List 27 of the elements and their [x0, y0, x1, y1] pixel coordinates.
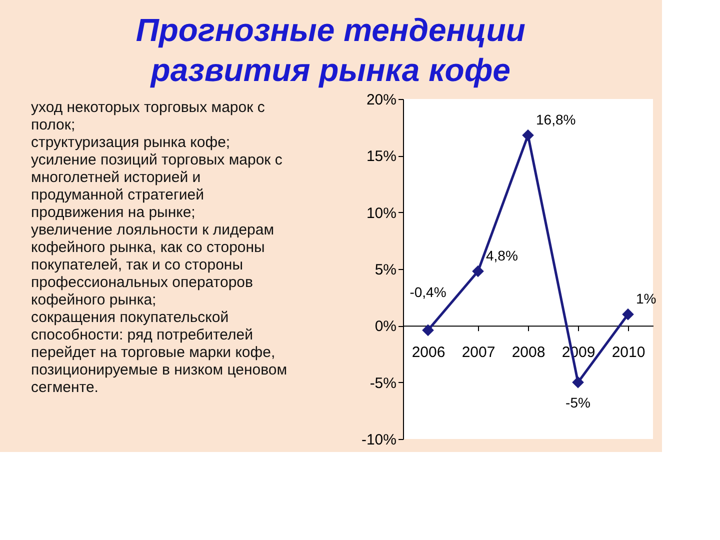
chart-title: Прогнозные тенденции развития рынка кофе — [136, 12, 526, 88]
y-tick-label: -5% — [370, 374, 396, 392]
x-tick-label: 2010 — [612, 344, 646, 362]
data-label: 1% — [636, 290, 656, 306]
data-label: -0,4% — [410, 284, 446, 300]
y-tick-label: 0% — [374, 318, 396, 336]
y-tick-label: 5% — [374, 262, 396, 278]
text: уход некоторых торговых марок с полок; — [31, 99, 266, 134]
text: сокращения покупательской способности: ряд потребителей перейдет на торговые марки кофе, позиционируемые в низком ценовом сегменте. — [31, 309, 288, 396]
text: структуризация рынка кофе; — [31, 134, 230, 151]
data-label: 16,8% — [536, 111, 576, 128]
text: увеличение лояльности к лидерам кофейного рынка, как со стороны покупателей, так и со стороны профессиональных операторов кофейного рынка; — [31, 222, 274, 308]
text: усиление позиций торговых марок с многолетней историей и продуманной стратегией продвижения на рынке; — [31, 152, 283, 221]
y-tick-label: -10% — [361, 432, 396, 448]
x-tick-label: 2007 — [462, 344, 496, 362]
y-tick-label: 15% — [366, 148, 396, 166]
data-label: -5% — [566, 394, 590, 410]
point — [472, 265, 484, 278]
point — [522, 129, 534, 142]
y-tick-label: 20% — [366, 92, 396, 108]
x-tick-label: 2008 — [512, 344, 546, 362]
point — [572, 376, 584, 388]
point — [622, 308, 634, 320]
point — [422, 324, 434, 336]
data-label: 4,8% — [486, 247, 518, 264]
y-tick-label: 10% — [366, 204, 396, 222]
x-tick-label: 2006 — [412, 344, 446, 362]
